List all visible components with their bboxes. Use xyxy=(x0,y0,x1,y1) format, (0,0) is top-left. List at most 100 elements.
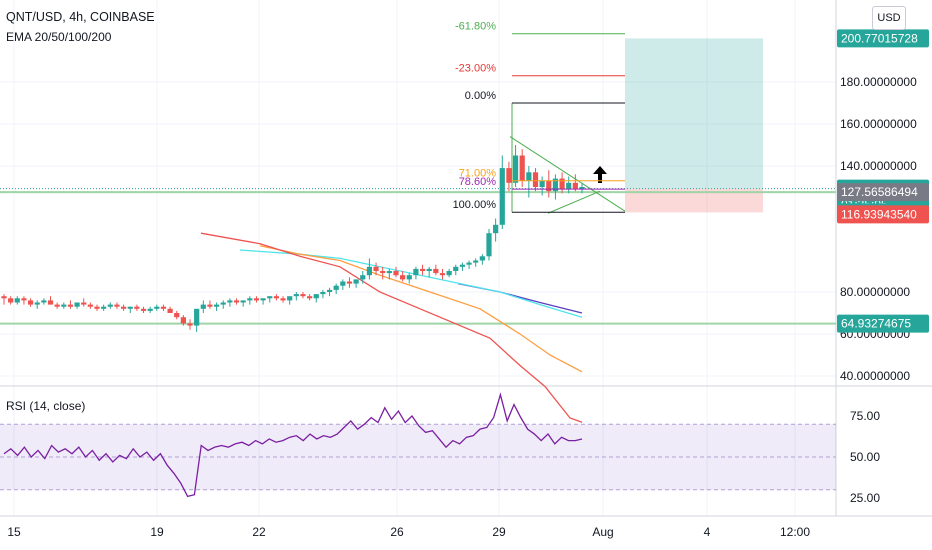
candle-body xyxy=(459,264,466,267)
candle-body xyxy=(227,300,233,303)
candle-body xyxy=(273,296,279,299)
candle-body xyxy=(446,271,452,276)
stop-zone xyxy=(625,188,763,213)
candle-body xyxy=(14,298,20,303)
candle-body xyxy=(233,300,240,303)
axes: 40.0000000060.0000000080.00000000140.000… xyxy=(7,29,929,539)
price-tick-label: 140.00000000 xyxy=(840,159,917,173)
fib-level-label: 100.00% xyxy=(453,199,497,211)
candle-body xyxy=(300,294,306,297)
price-tick-label: 40.00000000 xyxy=(840,369,910,383)
candle-body xyxy=(247,298,253,301)
candle-body xyxy=(187,323,193,326)
candle-body xyxy=(200,304,206,309)
candle-body xyxy=(174,313,180,318)
candle-body xyxy=(552,178,559,192)
candle-body xyxy=(87,304,93,307)
rsi-line xyxy=(3,392,583,498)
candle-body xyxy=(180,317,186,324)
time-tick-label: Aug xyxy=(592,525,613,539)
currency-button[interactable]: USD xyxy=(872,6,906,30)
candle-body xyxy=(1,296,7,299)
candle-body xyxy=(406,275,412,280)
rsi-tick-label: 75.00 xyxy=(850,409,880,423)
time-tick-label: 22 xyxy=(252,525,266,539)
rsi-indicator-label[interactable]: RSI (14, close) xyxy=(6,399,86,413)
candle-body xyxy=(220,302,226,305)
candle-body xyxy=(572,182,578,190)
candle-body xyxy=(54,304,60,307)
time-tick-label: 26 xyxy=(390,525,404,539)
symbol-title: QNT/USD, 4h, COINBASE xyxy=(6,10,155,24)
rsi-tick-label: 50.00 xyxy=(850,450,880,464)
grid-lines xyxy=(0,0,932,517)
candle-body xyxy=(287,296,293,301)
candle-body xyxy=(413,268,419,276)
candle-body xyxy=(386,271,392,274)
candle-body xyxy=(120,306,127,309)
candle-body xyxy=(293,294,299,297)
price-label-box xyxy=(837,183,929,202)
price-label-text: 200.77015728 xyxy=(841,31,918,45)
candle-body xyxy=(207,304,213,307)
candle-body xyxy=(34,302,40,305)
ema-indicator-label[interactable]: EMA 20/50/100/200 xyxy=(6,30,112,44)
candle-body xyxy=(360,275,366,280)
candle-body xyxy=(147,308,153,311)
candle-body xyxy=(27,300,34,305)
fib-level-label: 0.00% xyxy=(465,90,496,102)
candle-body xyxy=(167,308,173,313)
candle-body xyxy=(154,306,160,309)
candle-body xyxy=(346,281,353,284)
ema-lines xyxy=(200,232,583,423)
candle-body xyxy=(519,155,525,181)
candle-body xyxy=(579,187,585,190)
candle-body xyxy=(526,172,532,181)
chart-drawings xyxy=(509,103,626,214)
candle-body xyxy=(107,304,113,307)
candle-body xyxy=(373,266,379,271)
candle-body xyxy=(8,298,14,303)
candle-body xyxy=(340,281,346,286)
candle-body xyxy=(453,266,459,271)
price-label-text: 127.56586494 xyxy=(841,185,918,199)
candle-body xyxy=(140,308,147,311)
candle-body xyxy=(313,294,319,299)
ema50-line xyxy=(259,245,583,373)
candle-body xyxy=(499,168,505,225)
price-label-text: 64.93274675 xyxy=(841,317,911,331)
candle-body xyxy=(546,180,552,192)
ema20-line xyxy=(200,232,583,423)
candle-body xyxy=(380,271,386,274)
candle-body xyxy=(134,306,140,309)
fib-level-label: 71.00% xyxy=(459,168,497,180)
candle-body xyxy=(240,300,246,303)
price-label-text: 116.93943540 xyxy=(841,207,917,221)
price-tick-label: 160.00000000 xyxy=(840,117,917,131)
price-label-box xyxy=(837,205,929,224)
candle-body xyxy=(320,292,326,295)
candle-body xyxy=(280,298,286,301)
candle-body xyxy=(473,260,479,263)
fib-level-label: 78.60% xyxy=(459,176,497,188)
candle-body xyxy=(67,304,74,307)
candle-body xyxy=(94,306,100,309)
candle-body xyxy=(307,296,313,299)
arrow-up-icon xyxy=(593,166,607,183)
candle-body xyxy=(160,306,167,309)
triangle-lower-line xyxy=(547,190,601,214)
candle-body xyxy=(506,168,512,183)
candle-body xyxy=(353,279,359,284)
candle-body xyxy=(101,306,107,309)
target-zone xyxy=(625,38,763,189)
candle-body xyxy=(512,155,519,183)
time-tick-label: 4 xyxy=(704,525,711,539)
time-tick-label: 12:00 xyxy=(780,525,810,539)
candle-body xyxy=(393,271,399,276)
fib-level-label: -23.00% xyxy=(455,63,496,75)
candle-body xyxy=(253,298,260,301)
candle-body xyxy=(41,300,47,303)
candles xyxy=(1,145,585,332)
candle-body xyxy=(47,300,54,305)
